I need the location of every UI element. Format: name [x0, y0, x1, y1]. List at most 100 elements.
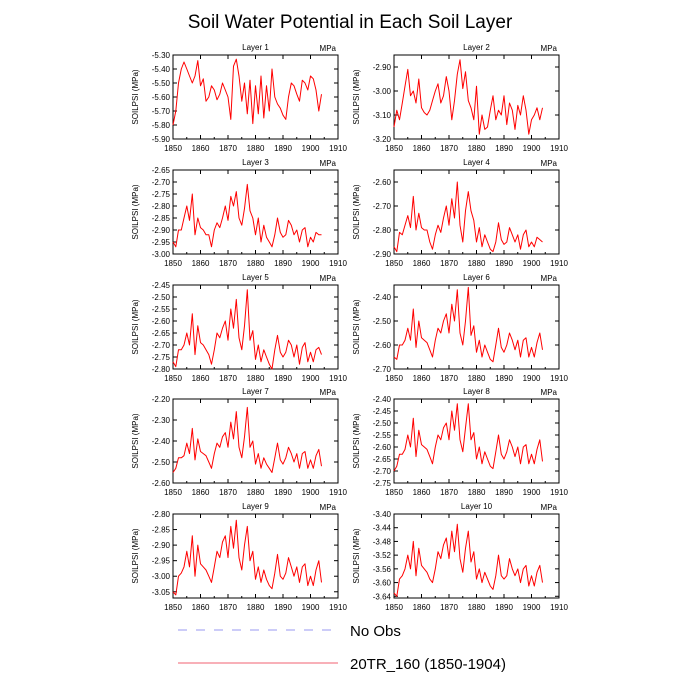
layer-2-ytick-label: -3.10 — [373, 111, 392, 120]
layer-8-frame — [393, 398, 560, 484]
layer-5-series-line — [172, 289, 322, 370]
layer-9-panel: Layer 9 MPa SOILPSI (MPa) 1850 1860 1870 1880 1… — [131, 502, 347, 612]
layer-7-xtick-label: 1860 — [192, 488, 210, 497]
layer-6-ytick-label: -2.40 — [373, 293, 392, 302]
layer-6-xtick-label: 1910 — [550, 374, 568, 383]
layer-5-ylabel: SOILPSI (MPa) — [131, 299, 140, 354]
layer-1-xtick-label: 1850 — [164, 144, 182, 153]
layer-8-ytick-label: -2.55 — [373, 431, 392, 440]
layer-9-xtick-label: 1860 — [192, 603, 210, 612]
layer-10-ytick-label: -3.60 — [373, 579, 392, 588]
layer-9-units: MPa — [320, 503, 337, 512]
layer-4-xtick-label: 1850 — [385, 259, 403, 268]
layer-1-xtick-label: 1890 — [274, 144, 292, 153]
layer-7-xtick-label: 1880 — [247, 488, 265, 497]
layer-1-ytick-label: -5.60 — [152, 93, 171, 102]
layer-8-xtick-label: 1850 — [385, 488, 403, 497]
legend-20tr-160-label: 20TR_160 (1850-1904) — [350, 656, 506, 673]
layer-3-xtick-label: 1900 — [302, 259, 320, 268]
layer-1-xtick-label: 1860 — [192, 144, 210, 153]
layer-8-ytick-label: -2.65 — [373, 455, 392, 464]
layer-8-ytick-label: -2.50 — [373, 419, 392, 428]
layer-4-xtick-label: 1900 — [523, 259, 541, 268]
layer-5-xtick-label: 1890 — [274, 374, 292, 383]
layer-5-xtick-label: 1860 — [192, 374, 210, 383]
layer-4-xtick-label: 1910 — [550, 259, 568, 268]
layer-8-xtick-label: 1870 — [440, 488, 458, 497]
layer-7-ytick-label: -2.50 — [152, 458, 171, 467]
layer-9-xtick-label: 1880 — [247, 603, 265, 612]
layer-10-ytick-label: -3.64 — [373, 592, 392, 601]
layer-3-series-line — [172, 183, 322, 248]
layer-4-xtick-label: 1860 — [413, 259, 431, 268]
layer-5-xtick-label: 1850 — [164, 374, 182, 383]
layer-8-units: MPa — [541, 388, 558, 397]
legend-no-obs-label: No Obs — [350, 623, 401, 640]
layer-6-xtick-label: 1900 — [523, 374, 541, 383]
layer-2-series-line — [393, 59, 543, 135]
layer-10-xtick-label: 1860 — [413, 603, 431, 612]
layer-10-xtick-label: 1850 — [385, 603, 403, 612]
layer-2-xtick-label: 1850 — [385, 144, 403, 153]
panels: Layer 1 MPa SOILPSI (MPa) 1850 1860 1870 1880 1… — [131, 43, 568, 612]
layer-1-ytick-label: -5.90 — [152, 135, 171, 144]
layer-3-xtick-label: 1870 — [219, 259, 237, 268]
layer-5-ytick-label: -2.65 — [152, 329, 171, 338]
layer-9-ytick-label: -3.05 — [152, 588, 171, 597]
layer-8-xtick-label: 1910 — [550, 488, 568, 497]
layer-8-ytick-label: -2.60 — [373, 443, 392, 452]
layer-4-xtick-label: 1870 — [440, 259, 458, 268]
layer-1-panel: Layer 1 MPa SOILPSI (MPa) 1850 1860 1870 1880 1… — [131, 43, 347, 153]
layer-9-ytick-label: -2.90 — [152, 541, 171, 550]
layer-10-ylabel: SOILPSI (MPa) — [352, 528, 361, 583]
layer-3-units: MPa — [320, 159, 337, 168]
layer-8-ytick-label: -2.75 — [373, 479, 392, 488]
layer-10-xtick-label: 1890 — [495, 603, 513, 612]
layer-2-xtick-label: 1880 — [468, 144, 486, 153]
layer-1-series-line — [172, 58, 322, 126]
layer-4-ytick-label: -2.70 — [373, 202, 392, 211]
layer-10-xtick-label: 1880 — [468, 603, 486, 612]
layer-7-panel: Layer 7 MPa SOILPSI (MPa) 1850 1860 1870 1880 1… — [131, 387, 347, 497]
layer-5-title: Layer 5 — [242, 273, 269, 282]
layer-7-xtick-label: 1870 — [219, 488, 237, 497]
layer-10-ytick-label: -3.48 — [373, 537, 392, 546]
layer-5-xtick-label: 1900 — [302, 374, 320, 383]
layer-3-ytick-label: -2.65 — [152, 166, 171, 175]
layer-2-xtick-label: 1910 — [550, 144, 568, 153]
layer-6-xtick-label: 1870 — [440, 374, 458, 383]
layer-7-ytick-label: -2.60 — [152, 479, 171, 488]
layer-5-ytick-label: -2.45 — [152, 281, 171, 290]
layer-9-ytick-label: -2.95 — [152, 557, 171, 566]
layer-6-panel: Layer 6 MPa SOILPSI (MPa) 1850 1860 1870 1880 1… — [352, 273, 568, 383]
layer-1-xtick-label: 1900 — [302, 144, 320, 153]
layer-2-title: Layer 2 — [463, 43, 490, 52]
layer-10-title: Layer 10 — [461, 502, 493, 511]
layer-7-ylabel: SOILPSI (MPa) — [131, 413, 140, 468]
layer-1-units: MPa — [320, 44, 337, 53]
layer-6-title: Layer 6 — [463, 273, 490, 282]
layer-1-ylabel: SOILPSI (MPa) — [131, 69, 140, 124]
layer-1-xtick-label: 1870 — [219, 144, 237, 153]
layer-9-title: Layer 9 — [242, 502, 269, 511]
layer-8-xtick-label: 1860 — [413, 488, 431, 497]
layer-1-xtick-label: 1910 — [329, 144, 347, 153]
layer-4-title: Layer 4 — [463, 158, 490, 167]
layer-5-xtick-label: 1870 — [219, 374, 237, 383]
layer-5-ytick-label: -2.75 — [152, 353, 171, 362]
layer-2-xtick-label: 1870 — [440, 144, 458, 153]
layer-4-ytick-label: -2.60 — [373, 178, 392, 187]
layer-6-xtick-label: 1860 — [413, 374, 431, 383]
layer-7-ytick-label: -2.40 — [152, 437, 171, 446]
layer-3-panel: Layer 3 MPa SOILPSI (MPa) 1850 1860 1870 1880 1… — [131, 158, 347, 268]
layer-7-xtick-label: 1890 — [274, 488, 292, 497]
layer-3-ylabel: SOILPSI (MPa) — [131, 184, 140, 239]
layer-8-ytick-label: -2.45 — [373, 407, 392, 416]
layer-9-ylabel: SOILPSI (MPa) — [131, 528, 140, 583]
layer-8-ytick-label: -2.70 — [373, 467, 392, 476]
layer-5-ytick-label: -2.55 — [152, 305, 171, 314]
layer-9-ytick-label: -2.85 — [152, 526, 171, 535]
layer-6-xtick-label: 1850 — [385, 374, 403, 383]
legend: No Obs 20TR_160 (1850-1904) — [178, 623, 506, 673]
layer-2-xtick-label: 1900 — [523, 144, 541, 153]
